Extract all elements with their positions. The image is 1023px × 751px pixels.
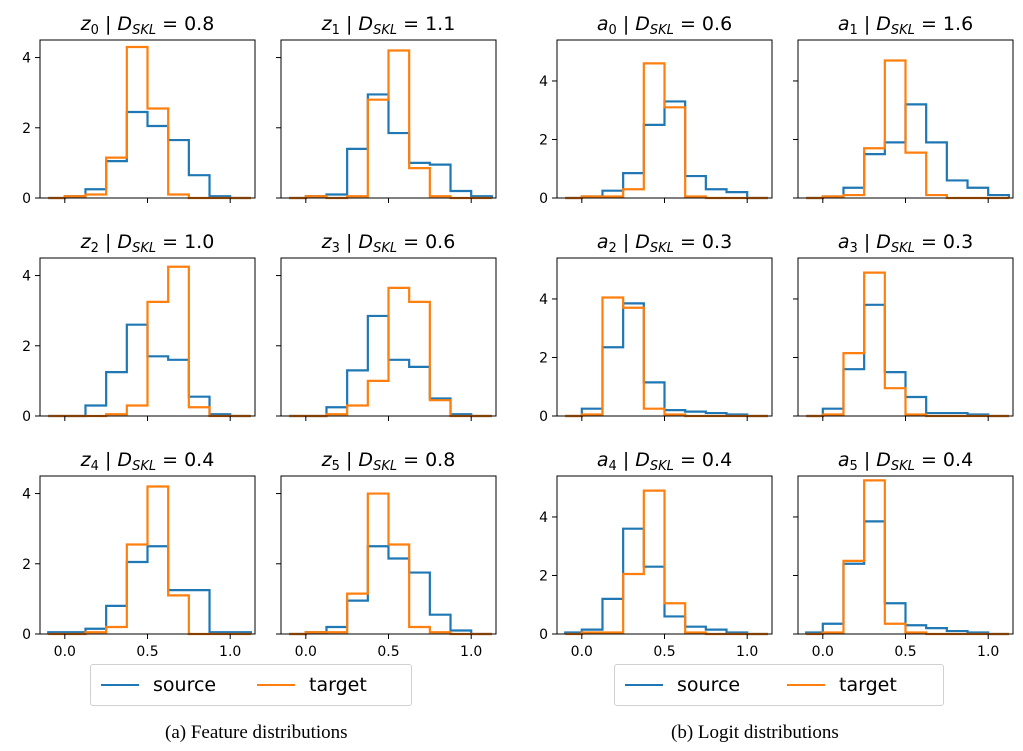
histogram-source	[564, 527, 768, 636]
y-tick-label: 4	[539, 292, 548, 308]
x-tick-label: 0.0	[571, 644, 593, 660]
panel-title: a1 | DSKL = 1.6	[838, 13, 973, 38]
y-tick-label: 4	[22, 269, 31, 285]
panel-title: z4 | DSKL = 0.4	[80, 449, 215, 474]
histogram-source	[289, 314, 492, 418]
legend-swatch-target	[257, 684, 295, 686]
legend-swatch-source	[101, 684, 139, 686]
histogram-target	[565, 296, 768, 418]
panel-z0: z0 | DSKL = 0.8 0 2 4	[22, 13, 256, 207]
histogram-source	[289, 545, 492, 636]
panel-title: z1 | DSKL = 1.1	[321, 13, 456, 38]
x-tick-label: 0.5	[894, 644, 916, 660]
legend-item-target: target	[787, 674, 897, 696]
histogram-target	[48, 485, 251, 636]
histogram-source	[47, 545, 252, 634]
histogram-source	[806, 303, 1009, 418]
histogram-target	[806, 59, 1009, 200]
y-tick-label: 2	[539, 350, 548, 366]
histogram-target	[289, 49, 492, 200]
legend-label-source: source	[153, 674, 217, 696]
panel-a2: a2 | DSKL = 0.3 0 2 4	[539, 231, 773, 425]
histogram-target	[806, 479, 1009, 636]
panel-title: a3 | DSKL = 0.3	[838, 231, 973, 256]
legend-item-source: source	[625, 674, 740, 696]
panel-z5: z5 | DSKL = 0.8 0.0 0.5 1.0	[276, 449, 497, 660]
y-tick-label: 0	[22, 191, 31, 207]
histogram-target	[289, 286, 492, 418]
y-tick-label: 0	[22, 627, 31, 643]
panel-a4: a4 | DSKL = 0.4 0 2 4 0.0 0.5 1.0	[539, 449, 773, 660]
histogram-source	[289, 93, 493, 200]
legend-label-target: target	[309, 674, 367, 696]
y-tick-label: 0	[539, 409, 548, 425]
y-tick-label: 2	[539, 568, 548, 584]
histogram-target	[48, 45, 251, 200]
histogram-source	[48, 323, 251, 418]
y-tick-label: 2	[22, 557, 31, 573]
legend-logit-distributions: source target	[614, 664, 944, 706]
legend-item-target: target	[257, 674, 367, 696]
panel-title: z2 | DSKL = 1.0	[80, 231, 215, 256]
panel-z3: z3 | DSKL = 0.6	[276, 231, 497, 421]
histogram-target	[289, 492, 492, 636]
histogram-source	[565, 302, 768, 418]
panel-title: z5 | DSKL = 0.8	[321, 449, 456, 474]
legend-item-source: source	[101, 674, 216, 696]
y-tick-label: 4	[22, 487, 31, 503]
legend-feature-distributions: source target	[90, 664, 412, 706]
y-tick-label: 4	[539, 510, 548, 526]
legend-label-target: target	[839, 674, 897, 696]
panel-title: a0 | DSKL = 0.6	[597, 13, 732, 38]
panel-a3: a3 | DSKL = 0.3	[793, 231, 1014, 421]
y-tick-label: 2	[22, 339, 31, 355]
y-tick-label: 0	[22, 409, 31, 425]
histogram-source	[805, 520, 1009, 636]
x-tick-label: 0.0	[812, 644, 834, 660]
histogram-target	[48, 265, 251, 418]
panel-a5: a5 | DSKL = 0.4 0.0 0.5 1.0	[793, 449, 1014, 660]
panel-title: a5 | DSKL = 0.4	[838, 449, 973, 474]
panel-title: z3 | DSKL = 0.6	[321, 231, 456, 256]
x-tick-label: 0.5	[377, 644, 399, 660]
panel-a1: a1 | DSKL = 1.6	[793, 13, 1014, 203]
panel-title: z0 | DSKL = 0.8	[80, 13, 215, 38]
y-tick-label: 2	[22, 121, 31, 137]
legend-swatch-source	[625, 684, 663, 686]
caption-logit-distributions: (b) Logit distributions	[671, 722, 839, 743]
x-tick-label: 1.0	[977, 644, 999, 660]
caption-feature-distributions: (a) Feature distributions	[165, 722, 348, 743]
y-tick-label: 4	[22, 51, 31, 67]
y-tick-label: 2	[539, 132, 548, 148]
x-tick-label: 1.0	[736, 644, 758, 660]
y-tick-label: 4	[539, 74, 548, 90]
x-tick-label: 1.0	[219, 644, 241, 660]
histogram-source	[565, 100, 768, 200]
histogram-target	[806, 271, 1009, 418]
panel-z2: z2 | DSKL = 1.0 0 2 4	[22, 231, 256, 425]
histogram-target	[565, 489, 768, 636]
x-tick-label: 0.5	[136, 644, 158, 660]
panel-z1: z1 | DSKL = 1.1	[276, 13, 497, 203]
y-tick-label: 0	[539, 191, 548, 207]
x-tick-label: 0.0	[295, 644, 317, 660]
x-tick-label: 0.5	[653, 644, 675, 660]
x-tick-label: 0.0	[54, 644, 76, 660]
panel-z4: z4 | DSKL = 0.4 0 2 4 0.0 0.5 1.0	[22, 449, 256, 660]
panel-title: a4 | DSKL = 0.4	[597, 449, 732, 474]
panel-a0: a0 | DSKL = 0.6 0 2 4	[539, 13, 773, 207]
histogram-target	[565, 62, 768, 200]
legend-swatch-target	[787, 684, 825, 686]
histogram-source	[48, 110, 251, 200]
legend-label-source: source	[677, 674, 741, 696]
y-tick-label: 0	[539, 627, 548, 643]
histogram-source	[806, 103, 1010, 200]
x-tick-label: 1.0	[460, 644, 482, 660]
panel-title: a2 | DSKL = 0.3	[597, 231, 732, 256]
